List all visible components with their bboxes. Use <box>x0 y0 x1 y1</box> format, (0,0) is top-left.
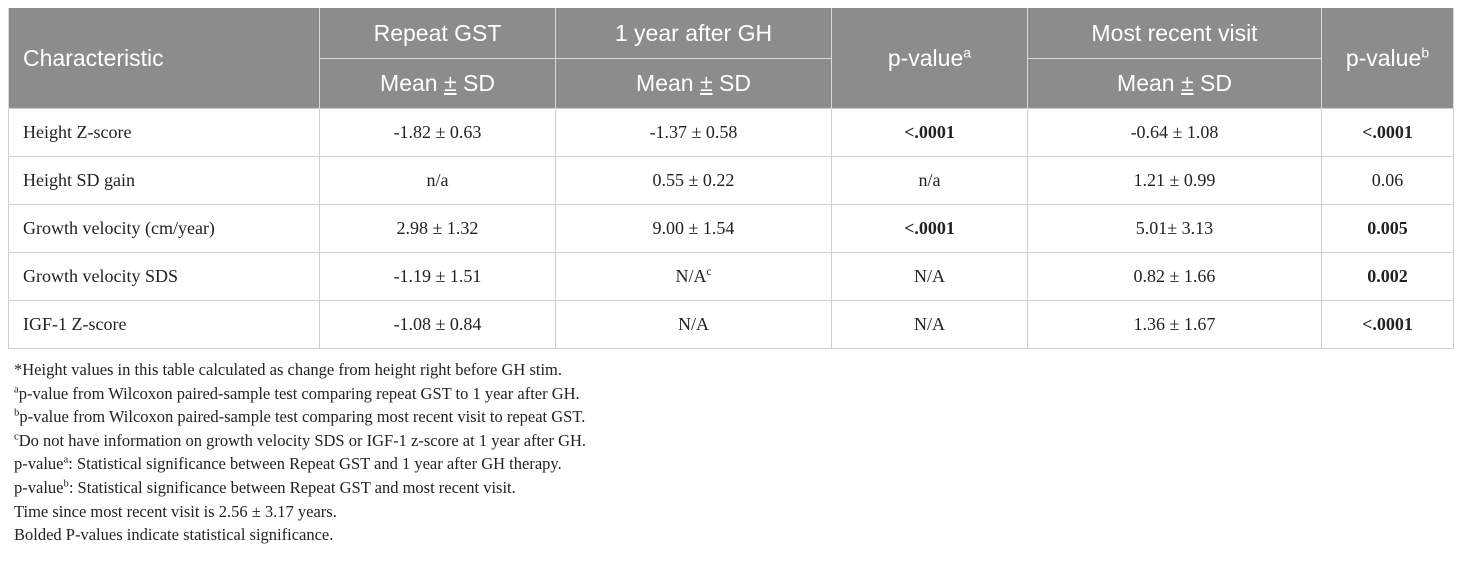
cell-p-b: <.0001 <box>1321 108 1454 157</box>
header-row-2: Mean ± SD Mean ± SD Mean ± SD <box>9 58 1454 109</box>
footnote-c: cDo not have information on growth veloc… <box>14 430 587 450</box>
cell-p-a: N/A <box>831 300 1028 349</box>
table-row: Height Z-score -1.82 ± 0.63 -1.37 ± 0.58… <box>8 108 1454 157</box>
cell-p-b: 0.002 <box>1321 252 1454 301</box>
cell-recent: 5.01± 3.13 <box>1027 204 1322 253</box>
cell-p-a: <.0001 <box>831 108 1028 157</box>
footnote-b: bp-value from Wilcoxon paired-sample tes… <box>14 406 586 427</box>
cell-repeat: -1.08 ± 0.84 <box>319 300 556 349</box>
footnote-bolded: Bolded P-values indicate statistical sig… <box>14 525 334 545</box>
row-label: IGF-1 Z-score <box>8 300 320 349</box>
cell-one-year: 0.55 ± 0.22 <box>555 156 832 205</box>
cell-recent: 1.21 ± 0.99 <box>1027 156 1322 205</box>
header-p-value-a: p-valuea <box>831 8 1028 109</box>
table-row: Growth velocity SDS -1.19 ± 1.51 N/Ac N/… <box>8 252 1454 301</box>
table-row: Height SD gain n/a 0.55 ± 0.22 n/a 1.21 … <box>8 156 1454 205</box>
header-p-value-b: p-valueb <box>1321 8 1454 109</box>
cell-one-year: N/A <box>555 300 832 349</box>
cell-p-b: <.0001 <box>1321 300 1454 349</box>
cell-repeat: -1.19 ± 1.51 <box>319 252 556 301</box>
table-row: IGF-1 Z-score -1.08 ± 0.84 N/A N/A 1.36 … <box>8 300 1454 349</box>
row-label: Height Z-score <box>8 108 320 157</box>
footnote-a: ap-value from Wilcoxon paired-sample tes… <box>14 383 580 403</box>
footnote-time: Time since most recent visit is 2.56 ± 3… <box>14 501 337 521</box>
table-row: Growth velocity (cm/year) 2.98 ± 1.32 9.… <box>8 204 1454 253</box>
cell-recent: 0.82 ± 1.66 <box>1027 252 1322 301</box>
row-label: Growth velocity (cm/year) <box>8 204 320 253</box>
results-table: Characteristic Repeat GST 1 year after G… <box>8 8 1454 349</box>
footnote-star: *Height values in this table calculated … <box>14 360 563 379</box>
cell-p-a: <.0001 <box>831 204 1028 253</box>
cell-repeat: -1.82 ± 0.63 <box>319 108 556 157</box>
cell-p-a: N/A <box>831 252 1028 301</box>
header-mean-sd-recent: Mean ± SD <box>1027 58 1322 109</box>
header-one-year: 1 year after GH <box>555 8 832 59</box>
header-most-recent: Most recent visit <box>1027 8 1322 59</box>
cell-recent: -0.64 ± 1.08 <box>1027 108 1322 157</box>
row-label: Growth velocity SDS <box>8 252 320 301</box>
header-characteristic: Characteristic <box>8 8 320 109</box>
header-row-1: Characteristic Repeat GST 1 year after G… <box>8 8 1454 109</box>
cell-repeat: n/a <box>319 156 556 205</box>
cell-recent: 1.36 ± 1.67 <box>1027 300 1322 349</box>
header-mean-sd-one-year: Mean ± SD <box>555 58 832 109</box>
results-table-container: Characteristic Repeat GST 1 year after G… <box>8 8 1454 349</box>
cell-one-year: 9.00 ± 1.54 <box>555 204 832 253</box>
cell-one-year: -1.37 ± 0.58 <box>555 108 832 157</box>
header-mean-sd-repeat: Mean ± SD <box>319 58 556 109</box>
cell-p-a: n/a <box>831 156 1028 205</box>
row-label: Height SD gain <box>8 156 320 205</box>
footnotes: *Height values in this table calculated … <box>14 358 586 547</box>
footnote-pb: p-valueb: Statistical significance betwe… <box>14 477 516 497</box>
footnote-pa: p-valuea: Statistical significance betwe… <box>14 453 562 474</box>
cell-one-year: N/Ac <box>555 252 832 301</box>
cell-repeat: 2.98 ± 1.32 <box>319 204 556 253</box>
header-repeat-gst: Repeat GST <box>319 8 556 59</box>
cell-p-b: 0.005 <box>1321 204 1454 253</box>
cell-p-b: 0.06 <box>1321 156 1454 205</box>
